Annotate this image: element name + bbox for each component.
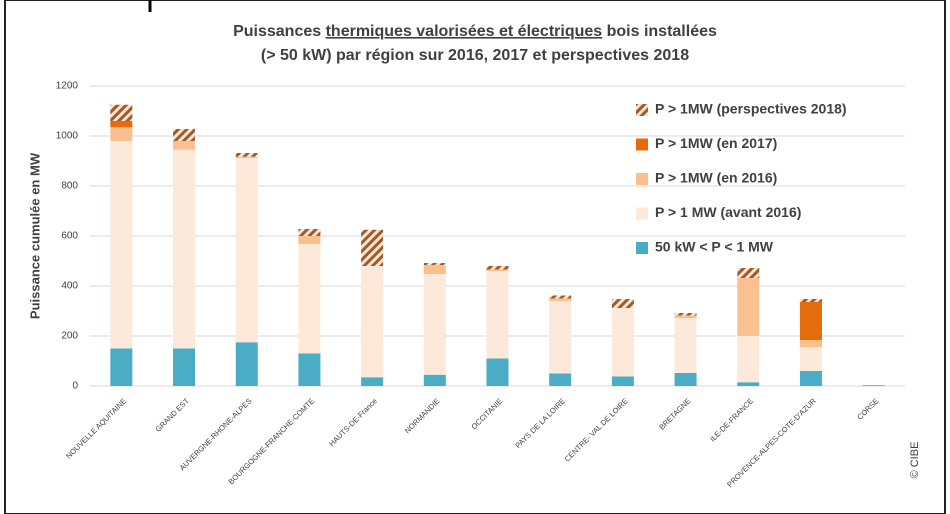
bar-segment (298, 229, 321, 236)
legend-label: 50 kW < P < 1 MW (655, 239, 774, 255)
bar-segment (486, 358, 509, 386)
y-axis-label: Puissance cumulée en MW (27, 152, 42, 319)
bar-segment (674, 313, 697, 316)
x-tick-label: NOUVELLE AQUITAINE (64, 396, 128, 460)
bar-segment (611, 299, 634, 308)
bar-segment (862, 385, 885, 386)
legend-label: P > 1MW (perspectives 2018) (655, 101, 847, 117)
bar-segment (737, 336, 760, 383)
y-tick-label: 0 (72, 381, 78, 392)
y-tick-label: 600 (61, 231, 78, 242)
bar-segment (549, 298, 572, 301)
legend-swatch (636, 173, 648, 185)
x-tick-label: CORSE (855, 396, 880, 421)
bar-segment (799, 340, 822, 347)
x-tick-label: NORMANDIE (403, 396, 442, 435)
frame (4, 0, 946, 514)
legend-label: P > 1 MW (avant 2016) (655, 204, 801, 220)
title-part: Puissances (233, 23, 326, 40)
bar-segment (486, 266, 509, 270)
x-tick-label: PAYS DE LA LOIRE (513, 396, 567, 450)
bar-segment (674, 373, 697, 386)
bar-segment (611, 308, 634, 377)
bar-segment (298, 353, 321, 386)
title-part: bois installées (602, 23, 717, 40)
bar-segment (235, 342, 258, 386)
bar-segment (549, 301, 572, 374)
bar-segment (298, 244, 321, 354)
y-tick-label: 400 (61, 281, 78, 292)
bar-segment (737, 382, 760, 386)
bar-segment (549, 373, 572, 386)
bar-segment (423, 265, 446, 274)
bar-segment (423, 374, 446, 386)
bar-segment (110, 104, 133, 121)
title-part: thermiques valorisées et électriques (326, 23, 603, 40)
y-tick-label: 1000 (56, 131, 79, 142)
bar-segment (298, 236, 321, 244)
x-tick-label: AUVERGNE-RHONE-ALPES (178, 396, 254, 472)
bar-segment (486, 271, 509, 359)
y-tick-label: 1200 (56, 81, 79, 92)
bar-segment (549, 295, 572, 299)
bar-segment (235, 153, 258, 157)
legend-swatch (636, 242, 648, 254)
bar-segment (235, 156, 258, 158)
bar-segment (361, 229, 384, 266)
bar-segment (173, 348, 196, 386)
credit: © CIBE (909, 442, 921, 479)
bar-segment (173, 129, 196, 141)
bar-segment (173, 141, 196, 150)
legend-swatch (636, 104, 648, 116)
x-tick-label: HAUTS-DE-France (327, 396, 379, 448)
bar-segment (737, 278, 760, 336)
bar-segment (799, 347, 822, 371)
bar-segment (674, 315, 697, 318)
x-tick-label: OCCITANIE (469, 396, 504, 431)
bar-segment (235, 158, 258, 343)
x-tick-label: ILE-DE-FRANCE (708, 396, 755, 443)
bar-segment (110, 141, 133, 349)
x-tick-label: GRAND EST (154, 396, 192, 434)
y-tick-label: 200 (61, 331, 78, 342)
bar-segment (361, 377, 384, 386)
chart-subtitle: (> 50 kW) par région sur 2016, 2017 et p… (261, 47, 689, 64)
bar-segment (423, 274, 446, 375)
y-tick-label: 800 (61, 181, 78, 192)
bar-segment (799, 299, 822, 302)
bar-segment (110, 127, 133, 141)
legend-label: P > 1MW (en 2017) (655, 135, 777, 151)
x-tick-label: CENTRE- VAL DE LOIRE (563, 396, 630, 463)
bar-segment (799, 371, 822, 386)
legend-label: P > 1MW (en 2016) (655, 170, 777, 186)
chart-title: Puissances thermiques valorisées et élec… (233, 23, 717, 40)
bar-segment (737, 268, 760, 278)
bar-segment (173, 149, 196, 349)
legend-swatch (636, 138, 648, 151)
bar-segment (110, 348, 133, 386)
bar-segment (110, 121, 133, 128)
legend-swatch (636, 207, 648, 220)
bar-segment (361, 266, 384, 378)
bar-segment (423, 263, 446, 265)
bar-segment (799, 302, 822, 340)
bar-segment (674, 318, 697, 373)
bar-segment (486, 269, 509, 271)
bar-segment (611, 376, 634, 386)
x-tick-label: BRETAGNE (657, 396, 692, 431)
